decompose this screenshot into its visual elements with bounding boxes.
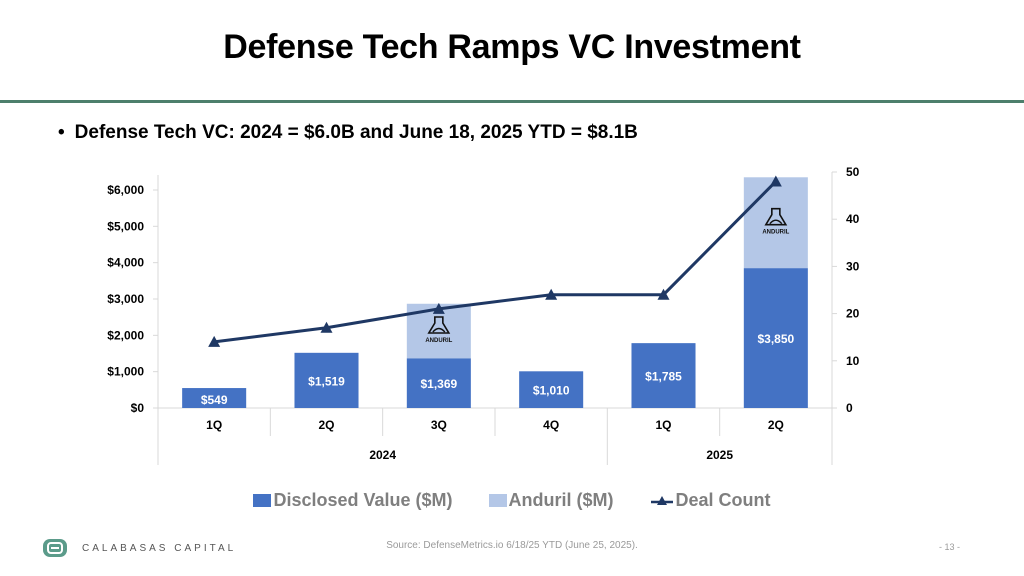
legend-label: Anduril ($M) bbox=[508, 490, 614, 510]
bar-data-label: $549 bbox=[201, 393, 228, 407]
right-tick-label: 40 bbox=[846, 212, 860, 226]
bar-data-label: $1,519 bbox=[308, 374, 345, 388]
legend: Disclosed Value ($M) Anduril ($M) Deal C… bbox=[0, 490, 1024, 511]
x-tick-label: 1Q bbox=[206, 418, 222, 432]
left-tick-label: $6,000 bbox=[107, 183, 144, 197]
legend-anduril: Anduril ($M) bbox=[488, 490, 614, 511]
deal-count-polyline bbox=[213, 180, 777, 344]
legend-label: Deal Count bbox=[675, 490, 771, 510]
legend-swatch-disclosed bbox=[253, 494, 272, 507]
right-tick-label: 0 bbox=[846, 401, 853, 415]
x-group-label: 2025 bbox=[706, 448, 733, 462]
x-tick-label: 4Q bbox=[543, 418, 559, 432]
legend-swatch-anduril bbox=[488, 494, 507, 507]
anduril-logo-text: ANDURIL bbox=[762, 230, 789, 236]
bar-disclosed bbox=[406, 358, 471, 408]
bar-data-label: $1,369 bbox=[420, 377, 457, 391]
right-tick-label: 50 bbox=[846, 165, 860, 179]
bars: $549 $1,519 ANDURIL $1,369 $1,010 $1,785 ANDUR… bbox=[182, 177, 808, 408]
source-note: Source: DefenseMetrics.io 6/18/25 YTD (J… bbox=[386, 540, 638, 551]
left-tick-label: $0 bbox=[131, 401, 145, 415]
anduril-logo-icon: ANDURIL bbox=[425, 316, 453, 344]
anduril-logo-arc bbox=[432, 327, 446, 333]
left-tick-label: $5,000 bbox=[107, 219, 144, 233]
deal-count-marker bbox=[320, 321, 333, 333]
bar-disclosed bbox=[631, 343, 696, 408]
bullet-marker: • bbox=[58, 122, 65, 143]
legend-deal-count: Deal Count bbox=[650, 490, 771, 511]
legend-disclosed: Disclosed Value ($M) bbox=[253, 490, 453, 511]
x-group-label: 2024 bbox=[369, 448, 396, 462]
calabasas-logo-icon bbox=[43, 539, 67, 557]
left-tick-label: $3,000 bbox=[107, 292, 144, 306]
company-name: CALABASAS CAPITAL bbox=[82, 542, 237, 554]
right-tick-label: 30 bbox=[846, 259, 860, 273]
anduril-logo-text: ANDURIL bbox=[425, 338, 452, 344]
deal-count-marker bbox=[545, 288, 558, 300]
x-tick-label: 2Q bbox=[768, 418, 784, 432]
deal-count-marker bbox=[432, 302, 445, 314]
x-tick-label: 1Q bbox=[655, 418, 671, 432]
x-tick-label: 2Q bbox=[318, 418, 334, 432]
company-logo: CALABASAS CAPITAL bbox=[42, 538, 236, 558]
bar-anduril bbox=[743, 177, 808, 269]
anduril-logo-arc bbox=[769, 219, 783, 225]
anduril-logo-shape bbox=[764, 207, 788, 226]
right-tick-label: 20 bbox=[846, 307, 860, 321]
slide-title: Defense Tech Ramps VC Investment bbox=[223, 28, 801, 66]
title-divider bbox=[0, 100, 1024, 103]
deal-count-marker bbox=[769, 175, 782, 187]
anduril-logo-shape bbox=[427, 316, 451, 334]
bar-disclosed bbox=[294, 352, 359, 408]
bar-disclosed bbox=[182, 388, 247, 408]
bar-disclosed bbox=[519, 371, 584, 408]
bar-data-label: $3,850 bbox=[757, 332, 794, 346]
bar-data-label: $1,785 bbox=[645, 370, 682, 384]
bar-data-label: $1,010 bbox=[533, 384, 570, 398]
deal-count-line bbox=[208, 175, 782, 347]
left-tick-label: $2,000 bbox=[107, 328, 144, 342]
x-tick-label: 3Q bbox=[431, 418, 447, 432]
x-axis: 1Q 2Q 3Q 4Q 1Q 2Q 2024 2025 bbox=[157, 408, 833, 465]
deal-count-marker bbox=[208, 335, 221, 347]
deal-count-marker bbox=[657, 288, 670, 300]
right-tick-label: 10 bbox=[846, 354, 860, 368]
anduril-logo-icon: ANDURIL bbox=[762, 207, 790, 236]
bullet-text: Defense Tech VC: 2024 = $6.0B and June 1… bbox=[74, 122, 638, 143]
page-number: - 13 - bbox=[938, 542, 960, 552]
legend-label: Disclosed Value ($M) bbox=[273, 490, 453, 510]
triangle-line-icon bbox=[650, 495, 673, 505]
left-tick-label: $4,000 bbox=[107, 256, 144, 270]
bar-disclosed bbox=[743, 268, 808, 408]
left-tick-label: $1,000 bbox=[107, 365, 144, 379]
summary-bullet: • Defense Tech VC: 2024 = $6.0B and June … bbox=[58, 122, 638, 144]
